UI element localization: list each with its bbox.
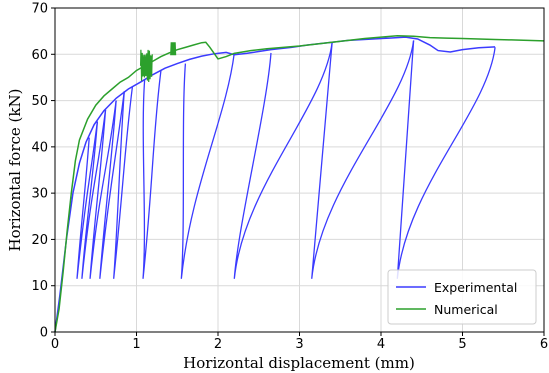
y-tick-label: 10 xyxy=(31,279,48,294)
legend-box xyxy=(387,269,537,325)
numerical-oscillation xyxy=(139,49,153,83)
experimental-cycle xyxy=(311,40,415,279)
experimental-cycle xyxy=(113,86,134,279)
y-tick-label: 40 xyxy=(31,140,48,155)
legend-label-experimental: Experimental xyxy=(434,280,517,295)
legend-label-numerical: Numerical xyxy=(434,302,498,317)
y-tick-label: 70 xyxy=(31,2,48,17)
x-tick-label: 1 xyxy=(132,337,140,352)
experimental-cycle xyxy=(89,100,117,279)
x-tick-label: 3 xyxy=(295,337,303,352)
experimental-cycle xyxy=(81,109,107,279)
x-tick-label: 5 xyxy=(458,337,466,352)
y-tick-label: 60 xyxy=(31,48,48,63)
experimental-cycle xyxy=(99,91,125,279)
y-tick-label: 50 xyxy=(31,94,48,109)
experimental-cycle xyxy=(76,121,99,279)
experimental-cycle xyxy=(180,52,235,279)
legend: Experimental Numerical xyxy=(387,269,537,325)
y-tick-label: 30 xyxy=(31,187,48,202)
y-tick-label: 20 xyxy=(31,233,48,248)
y-tick-label: 0 xyxy=(40,326,48,341)
x-tick-label: 4 xyxy=(377,337,385,352)
experimental-cycle xyxy=(233,42,333,279)
x-tick-label: 6 xyxy=(540,337,548,352)
experimental-cycle xyxy=(396,40,496,279)
experimental-envelope-line xyxy=(54,36,496,333)
grid xyxy=(54,7,545,333)
numerical-line xyxy=(54,35,545,333)
x-axis-label: Horizontal displacement (mm) xyxy=(183,354,415,372)
y-axis-label: Horizontal force (kN) xyxy=(6,89,24,252)
x-tick-label: 2 xyxy=(214,337,222,352)
numerical-oscillation xyxy=(170,42,177,56)
x-tick-label: 0 xyxy=(51,337,59,352)
experimental-cycle xyxy=(142,70,162,279)
